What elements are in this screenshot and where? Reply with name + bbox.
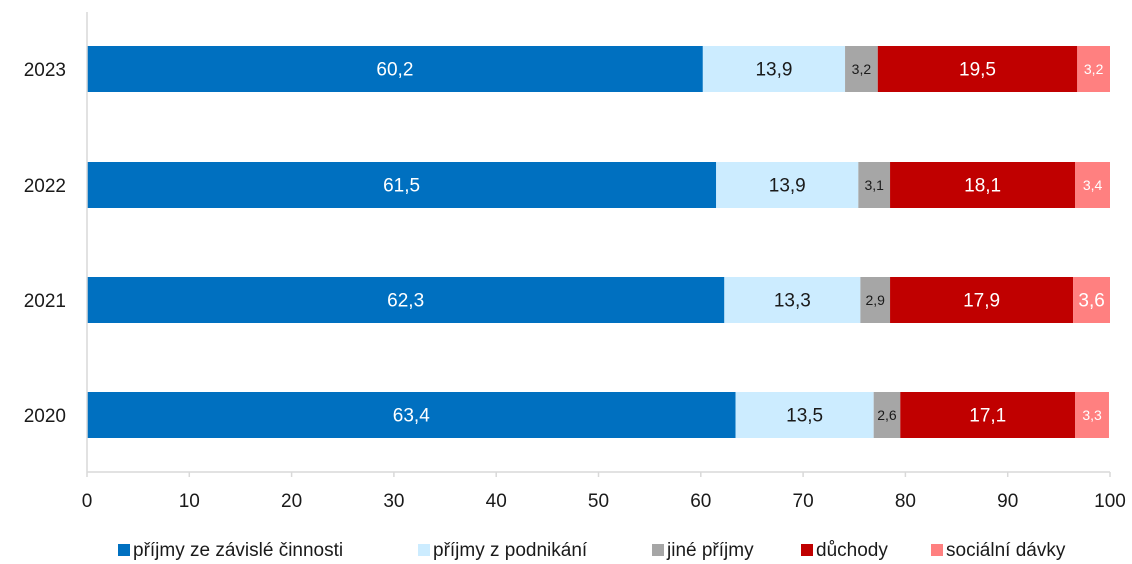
- bar-segment: [845, 46, 878, 92]
- x-tick-label: 100: [1094, 491, 1126, 512]
- bar-segment: [87, 392, 736, 438]
- legend: příjmy ze závislé činnosti příjmy z podni…: [118, 540, 1066, 561]
- data-label: 3,3: [1082, 407, 1102, 423]
- data-label: 3,6: [1078, 291, 1104, 312]
- legend-label: důchody: [816, 540, 888, 561]
- x-tick-label: 10: [179, 491, 200, 512]
- bar-segment: [860, 277, 891, 323]
- category-label: 2022: [24, 176, 66, 197]
- bar-segment: [900, 392, 1076, 438]
- category-label: 2020: [24, 406, 66, 427]
- bars-group: 60,2 13,9 3,2 19,5 3,2 61,5 13,9 3,1 18,1 3,4 62,3…: [87, 46, 1110, 438]
- bar-segment: [1075, 162, 1110, 208]
- bar-segment: [890, 162, 1076, 208]
- data-label: 13,5: [786, 406, 823, 427]
- x-tick-label: 20: [281, 491, 302, 512]
- bar-segment: [87, 162, 717, 208]
- legend-swatch: [418, 544, 430, 556]
- legend-swatch: [652, 544, 664, 556]
- x-tick-label: 30: [383, 491, 404, 512]
- bar-segment: [735, 392, 874, 438]
- data-label: 3,2: [852, 61, 872, 77]
- bar-segment: [1073, 277, 1110, 323]
- data-label: 3,2: [1084, 61, 1104, 77]
- x-tick-label: 80: [895, 491, 916, 512]
- legend-label: sociální dávky: [946, 540, 1066, 561]
- data-label: 19,5: [959, 60, 996, 81]
- data-label: 3,1: [864, 177, 884, 193]
- bar-segment: [1077, 46, 1110, 92]
- legend-swatch: [118, 544, 130, 556]
- data-label: 2,9: [865, 292, 885, 308]
- bar-segment: [873, 392, 901, 438]
- bar-segment: [87, 277, 725, 323]
- data-label: 61,5: [383, 176, 420, 197]
- legend-label: příjmy ze závislé činnosti: [133, 540, 343, 561]
- data-label: 18,1: [964, 176, 1001, 197]
- data-label: 13,9: [755, 60, 792, 81]
- bar-segment: [724, 277, 861, 323]
- x-tick-label: 40: [486, 491, 507, 512]
- data-label: 13,3: [774, 291, 811, 312]
- legend-label: jiné příjmy: [666, 540, 754, 561]
- data-label: 3,4: [1083, 177, 1103, 193]
- x-tick-label: 90: [997, 491, 1018, 512]
- bar-segment: [716, 162, 859, 208]
- data-label: 2,6: [877, 407, 897, 423]
- bar-segment: [890, 277, 1074, 323]
- x-tick-label: 60: [690, 491, 711, 512]
- legend-swatch: [801, 544, 813, 556]
- x-tick-label: 0: [82, 491, 93, 512]
- bar-segment: [702, 46, 846, 92]
- bar-segment: [877, 46, 1078, 92]
- data-label: 63,4: [393, 406, 430, 427]
- axes-group: 2023 2022 2021 2020 0 10 20 30 40 50 60 70 80 90 100: [24, 12, 1126, 512]
- bar-segment: [858, 162, 891, 208]
- data-label: 13,9: [769, 176, 806, 197]
- data-label: 62,3: [387, 291, 424, 312]
- legend-swatch: [931, 544, 943, 556]
- bar-segment: [87, 46, 703, 92]
- x-tick-label: 70: [793, 491, 814, 512]
- category-label: 2023: [24, 60, 66, 81]
- legend-label: příjmy z podnikání: [433, 540, 588, 561]
- data-label: 17,1: [969, 406, 1006, 427]
- x-tick-label: 50: [588, 491, 609, 512]
- category-label: 2021: [24, 291, 66, 312]
- bar-segment: [1075, 392, 1109, 438]
- data-label: 17,9: [963, 291, 1000, 312]
- data-label: 60,2: [376, 60, 413, 81]
